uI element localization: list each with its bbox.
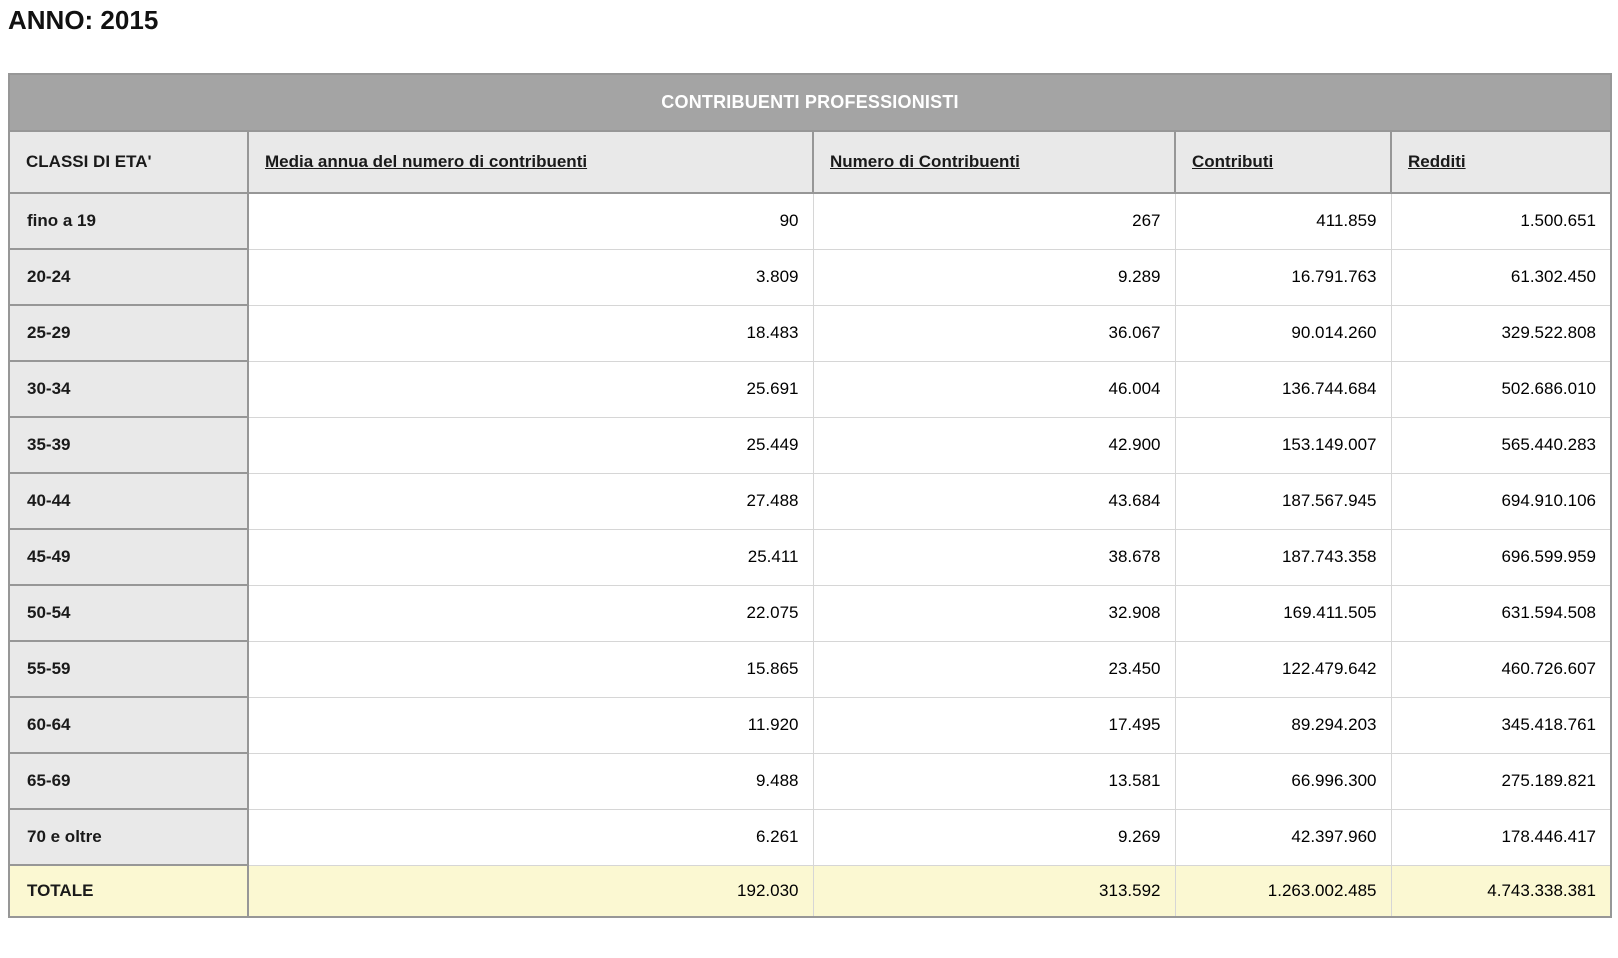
cell-media-annua: 6.261 bbox=[247, 808, 814, 866]
cell-media-annua: 9.488 bbox=[247, 752, 814, 810]
contribuenti-professionisti-table: CONTRIBUENTI PROFESSIONISTI CLASSI DI ET… bbox=[7, 73, 1613, 918]
cell-contributi: 411.859 bbox=[1174, 192, 1392, 250]
column-header-contributi: Contributi bbox=[1174, 130, 1392, 194]
cell-redditi: 275.189.821 bbox=[1390, 752, 1612, 810]
cell-redditi: 694.910.106 bbox=[1390, 472, 1612, 530]
sort-link-redditi[interactable]: Redditi bbox=[1408, 152, 1466, 171]
sort-link-media-annua[interactable]: Media annua del numero di contribuenti bbox=[265, 152, 588, 171]
cell-contributi: 66.996.300 bbox=[1174, 752, 1392, 810]
table-row: 20-24 3.809 9.289 16.791.763 61.302.450 bbox=[8, 248, 1612, 306]
cell-numero-contribuenti: 32.908 bbox=[812, 584, 1176, 642]
column-header-classi-di-eta: CLASSI DI ETA' bbox=[8, 130, 249, 194]
column-header-row: CLASSI DI ETA' Media annua del numero di… bbox=[8, 130, 1613, 194]
cell-contributi: 122.479.642 bbox=[1174, 640, 1392, 698]
row-label-age-class: 25-29 bbox=[8, 304, 249, 362]
table-row: 30-34 25.691 46.004 136.744.684 502.686.010 bbox=[8, 360, 1612, 418]
row-label-age-class: 60-64 bbox=[8, 696, 249, 754]
cell-numero-contribuenti: 46.004 bbox=[812, 360, 1176, 418]
cell-media-annua: 15.865 bbox=[247, 640, 814, 698]
cell-contributi: 1.263.002.485 bbox=[1174, 864, 1392, 918]
cell-contributi: 187.567.945 bbox=[1174, 472, 1392, 530]
cell-media-annua: 25.691 bbox=[247, 360, 814, 418]
table-row: 35-39 25.449 42.900 153.149.007 565.440.283 bbox=[8, 416, 1612, 474]
cell-numero-contribuenti: 9.269 bbox=[812, 808, 1176, 866]
cell-numero-contribuenti: 267 bbox=[812, 192, 1176, 250]
cell-redditi: 460.726.607 bbox=[1390, 640, 1612, 698]
table-row: 70 e oltre 6.261 9.269 42.397.960 178.446.41… bbox=[8, 808, 1612, 866]
cell-redditi: 178.446.417 bbox=[1390, 808, 1612, 866]
cell-contributi: 136.744.684 bbox=[1174, 360, 1392, 418]
row-label-age-class: 35-39 bbox=[8, 416, 249, 474]
cell-redditi: 1.500.651 bbox=[1390, 192, 1612, 250]
cell-contributi: 169.411.505 bbox=[1174, 584, 1392, 642]
cell-media-annua: 25.411 bbox=[247, 528, 814, 586]
sort-link-contributi[interactable]: Contributi bbox=[1192, 152, 1274, 171]
column-header-redditi: Redditi bbox=[1389, 130, 1613, 194]
row-label-age-class: 65-69 bbox=[8, 752, 249, 810]
cell-media-annua: 27.488 bbox=[247, 472, 814, 530]
cell-redditi: 4.743.338.381 bbox=[1390, 864, 1612, 918]
cell-media-annua: 90 bbox=[247, 192, 814, 250]
table-row: 40-44 27.488 43.684 187.567.945 694.910.106 bbox=[8, 472, 1612, 530]
cell-media-annua: 22.075 bbox=[247, 584, 814, 642]
table-body: fino a 19 90 267 411.859 1.500.651 20-24 3.809… bbox=[8, 192, 1612, 918]
row-label-age-class: 70 e oltre bbox=[8, 808, 249, 866]
caption-row: CONTRIBUENTI PROFESSIONISTI bbox=[7, 73, 1613, 132]
cell-numero-contribuenti: 36.067 bbox=[812, 304, 1176, 362]
row-label-age-class: 50-54 bbox=[8, 584, 249, 642]
table-row: 50-54 22.075 32.908 169.411.505 631.594.508 bbox=[8, 584, 1612, 642]
cell-media-annua: 11.920 bbox=[247, 696, 814, 754]
cell-contributi: 16.791.763 bbox=[1174, 248, 1392, 306]
cell-media-annua: 18.483 bbox=[247, 304, 814, 362]
sort-link-numero-contribuenti[interactable]: Numero di Contribuenti bbox=[830, 152, 1020, 171]
cell-media-annua: 192.030 bbox=[247, 864, 814, 918]
table-row: 25-29 18.483 36.067 90.014.260 329.522.808 bbox=[8, 304, 1612, 362]
table-caption: CONTRIBUENTI PROFESSIONISTI bbox=[7, 73, 1613, 132]
cell-numero-contribuenti: 38.678 bbox=[812, 528, 1176, 586]
row-label-age-class: 45-49 bbox=[8, 528, 249, 586]
row-label-age-class: 30-34 bbox=[8, 360, 249, 418]
page-title: ANNO: 2015 bbox=[8, 5, 159, 35]
cell-media-annua: 25.449 bbox=[247, 416, 814, 474]
cell-contributi: 89.294.203 bbox=[1174, 696, 1392, 754]
cell-numero-contribuenti: 313.592 bbox=[812, 864, 1176, 918]
table-row: 55-59 15.865 23.450 122.479.642 460.726.607 bbox=[8, 640, 1612, 698]
cell-redditi: 345.418.761 bbox=[1390, 696, 1612, 754]
page: ANNO: 2015 CONTRIBUENTI PROFESSIONISTI C… bbox=[7, 5, 1613, 918]
cell-numero-contribuenti: 23.450 bbox=[812, 640, 1176, 698]
row-label-age-class: 40-44 bbox=[8, 472, 249, 530]
cell-redditi: 565.440.283 bbox=[1390, 416, 1612, 474]
cell-media-annua: 3.809 bbox=[247, 248, 814, 306]
total-row-label: TOTALE bbox=[8, 864, 249, 918]
cell-redditi: 502.686.010 bbox=[1390, 360, 1612, 418]
cell-contributi: 90.014.260 bbox=[1174, 304, 1392, 362]
cell-numero-contribuenti: 17.495 bbox=[812, 696, 1176, 754]
row-label-age-class: fino a 19 bbox=[8, 192, 249, 250]
cell-redditi: 696.599.959 bbox=[1390, 528, 1612, 586]
table-row: fino a 19 90 267 411.859 1.500.651 bbox=[8, 192, 1612, 250]
table-row: 45-49 25.411 38.678 187.743.358 696.599.959 bbox=[8, 528, 1612, 586]
row-label-age-class: 20-24 bbox=[8, 248, 249, 306]
cell-contributi: 187.743.358 bbox=[1174, 528, 1392, 586]
cell-numero-contribuenti: 13.581 bbox=[812, 752, 1176, 810]
cell-numero-contribuenti: 9.289 bbox=[812, 248, 1176, 306]
cell-redditi: 631.594.508 bbox=[1390, 584, 1612, 642]
total-row: TOTALE 192.030 313.592 1.263.002.485 4.743.3… bbox=[8, 864, 1612, 918]
cell-numero-contribuenti: 43.684 bbox=[812, 472, 1176, 530]
table-row: 65-69 9.488 13.581 66.996.300 275.189.821 bbox=[8, 752, 1612, 810]
cell-contributi: 153.149.007 bbox=[1174, 416, 1392, 474]
cell-redditi: 61.302.450 bbox=[1390, 248, 1612, 306]
cell-contributi: 42.397.960 bbox=[1174, 808, 1392, 866]
table-row: 60-64 11.920 17.495 89.294.203 345.418.761 bbox=[8, 696, 1612, 754]
row-label-age-class: 55-59 bbox=[8, 640, 249, 698]
column-header-media-annua: Media annua del numero di contribuenti bbox=[247, 130, 814, 194]
cell-numero-contribuenti: 42.900 bbox=[812, 416, 1176, 474]
cell-redditi: 329.522.808 bbox=[1390, 304, 1612, 362]
column-header-numero-contribuenti: Numero di Contribuenti bbox=[812, 130, 1176, 194]
